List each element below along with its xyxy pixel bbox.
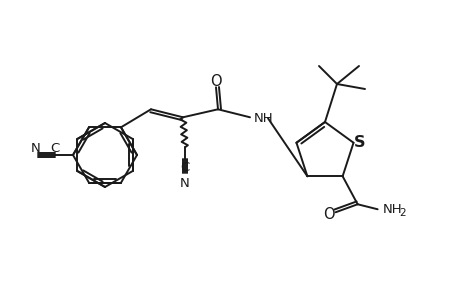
Text: N: N: [180, 177, 190, 190]
Text: C: C: [180, 161, 189, 174]
Text: O: O: [210, 74, 221, 89]
Text: S: S: [353, 135, 364, 150]
Text: 2: 2: [399, 208, 405, 218]
Text: NH: NH: [253, 112, 273, 125]
Text: NH: NH: [382, 203, 401, 216]
Text: N: N: [31, 142, 41, 154]
Text: O: O: [322, 207, 334, 222]
Text: C: C: [50, 142, 60, 154]
